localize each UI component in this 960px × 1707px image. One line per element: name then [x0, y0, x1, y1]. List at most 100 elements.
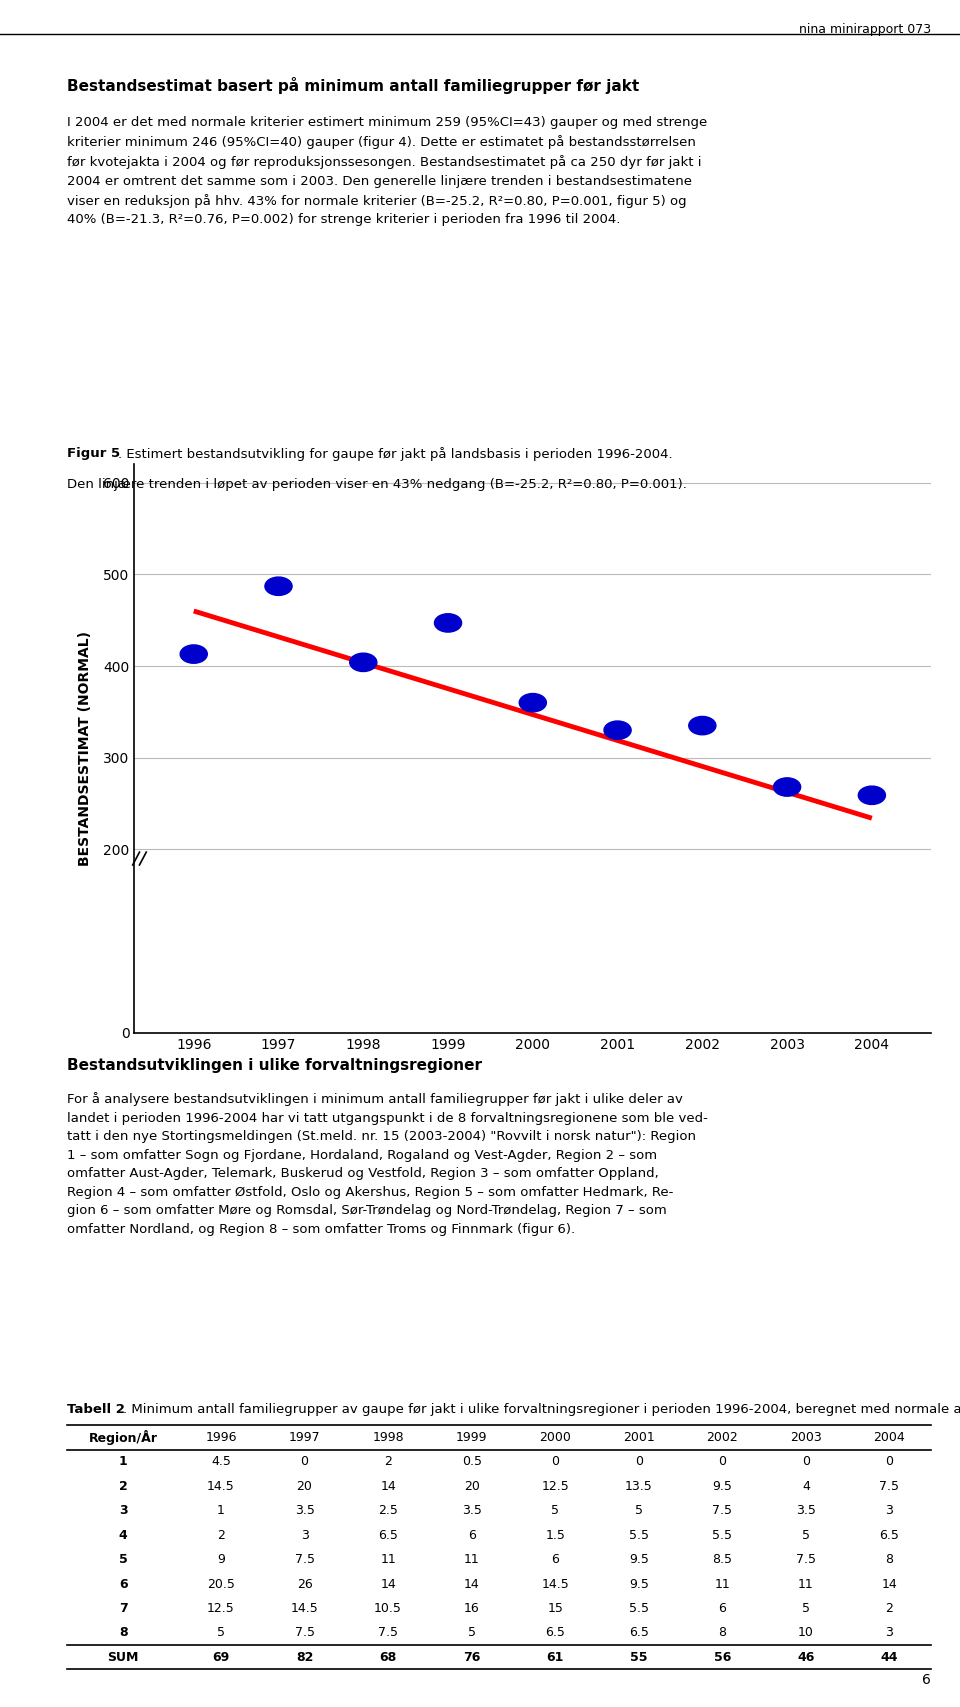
Text: nina minirapport 073: nina minirapport 073 [799, 22, 931, 36]
Text: 3.5: 3.5 [462, 1504, 482, 1518]
Text: 0: 0 [718, 1456, 727, 1468]
Text: 8: 8 [718, 1627, 727, 1639]
Text: 8.5: 8.5 [712, 1553, 732, 1565]
Text: 26: 26 [297, 1577, 312, 1591]
Text: 6.5: 6.5 [545, 1627, 565, 1639]
Text: 2.5: 2.5 [378, 1504, 398, 1518]
Text: 44: 44 [880, 1651, 899, 1664]
Text: 68: 68 [379, 1651, 396, 1664]
Text: 9.5: 9.5 [712, 1480, 732, 1494]
Text: 1997: 1997 [289, 1430, 321, 1444]
Text: 11: 11 [464, 1553, 479, 1565]
Text: 7.5: 7.5 [712, 1504, 732, 1518]
Text: 7: 7 [119, 1601, 128, 1615]
Text: 69: 69 [212, 1651, 229, 1664]
Text: I 2004 er det med normale kriterier estimert minimum 259 (95%CI=43) gauper og me: I 2004 er det med normale kriterier esti… [67, 116, 708, 225]
Text: 4: 4 [802, 1480, 810, 1494]
Text: 2004: 2004 [874, 1430, 905, 1444]
Ellipse shape [858, 787, 885, 804]
Text: 12.5: 12.5 [541, 1480, 569, 1494]
Text: 7.5: 7.5 [879, 1480, 900, 1494]
Text: 9: 9 [217, 1553, 225, 1565]
Ellipse shape [774, 778, 801, 795]
Text: . Estimert bestandsutvikling for gaupe før jakt på landsbasis i perioden 1996-20: . Estimert bestandsutvikling for gaupe f… [118, 447, 673, 461]
Text: 2001: 2001 [623, 1430, 655, 1444]
Text: 9.5: 9.5 [629, 1553, 649, 1565]
Text: 14: 14 [464, 1577, 479, 1591]
Text: 16: 16 [464, 1601, 479, 1615]
Text: 5: 5 [551, 1504, 559, 1518]
Text: For å analysere bestandsutviklingen i minimum antall familiegrupper før jakt i u: For å analysere bestandsutviklingen i mi… [67, 1092, 708, 1236]
Text: Region/År: Region/År [88, 1430, 157, 1446]
Text: 5: 5 [635, 1504, 643, 1518]
Text: Figur 5: Figur 5 [67, 447, 120, 461]
Text: 10: 10 [798, 1627, 814, 1639]
Text: 5: 5 [802, 1529, 810, 1541]
Text: 3.5: 3.5 [796, 1504, 816, 1518]
Text: 1998: 1998 [372, 1430, 404, 1444]
Text: 6.5: 6.5 [879, 1529, 900, 1541]
Text: 7.5: 7.5 [378, 1627, 398, 1639]
Text: 20.5: 20.5 [207, 1577, 235, 1591]
Text: 5: 5 [217, 1627, 225, 1639]
Text: 4.5: 4.5 [211, 1456, 231, 1468]
Text: 6: 6 [468, 1529, 475, 1541]
Text: SUM: SUM [108, 1651, 139, 1664]
Text: 0.5: 0.5 [462, 1456, 482, 1468]
Text: 46: 46 [797, 1651, 814, 1664]
Ellipse shape [180, 645, 207, 664]
Text: 20: 20 [464, 1480, 480, 1494]
Text: Tabell 2: Tabell 2 [67, 1403, 125, 1417]
Text: 5: 5 [119, 1553, 128, 1565]
Text: 9.5: 9.5 [629, 1577, 649, 1591]
Text: 0: 0 [885, 1456, 894, 1468]
Text: 7.5: 7.5 [796, 1553, 816, 1565]
Ellipse shape [435, 615, 462, 632]
Text: 12.5: 12.5 [207, 1601, 235, 1615]
Text: 7.5: 7.5 [295, 1553, 315, 1565]
Text: 6.5: 6.5 [629, 1627, 649, 1639]
Text: 14: 14 [380, 1480, 396, 1494]
Text: 3: 3 [119, 1504, 128, 1518]
Text: 1.5: 1.5 [545, 1529, 565, 1541]
Text: 8: 8 [119, 1627, 128, 1639]
Text: 1: 1 [119, 1456, 128, 1468]
Text: 14: 14 [380, 1577, 396, 1591]
Text: Bestandsutviklingen i ulike forvaltningsregioner: Bestandsutviklingen i ulike forvaltnings… [67, 1058, 482, 1074]
Text: Den linjære trenden i løpet av perioden viser en 43% nedgang (B=-25.2, R²=0.80, : Den linjære trenden i løpet av perioden … [67, 478, 687, 492]
Text: 15: 15 [547, 1601, 564, 1615]
Text: 6: 6 [119, 1577, 128, 1591]
Text: 4: 4 [119, 1529, 128, 1541]
Text: 2: 2 [885, 1601, 894, 1615]
Text: 0: 0 [802, 1456, 810, 1468]
Text: 3: 3 [885, 1627, 894, 1639]
Text: 6.5: 6.5 [378, 1529, 398, 1541]
Text: 14: 14 [881, 1577, 898, 1591]
Text: 2000: 2000 [540, 1430, 571, 1444]
Text: 5.5: 5.5 [712, 1529, 732, 1541]
Ellipse shape [519, 693, 546, 712]
Text: 14.5: 14.5 [207, 1480, 235, 1494]
Text: 1999: 1999 [456, 1430, 488, 1444]
Text: . Minimum antall familiegrupper av gaupe før jakt i ulike forvaltningsregioner i: . Minimum antall familiegrupper av gaupe… [123, 1403, 960, 1417]
Text: 55: 55 [630, 1651, 647, 1664]
Text: 2: 2 [217, 1529, 225, 1541]
Text: 11: 11 [380, 1553, 396, 1565]
Text: 6: 6 [551, 1553, 559, 1565]
Text: 7.5: 7.5 [295, 1627, 315, 1639]
Text: 56: 56 [713, 1651, 731, 1664]
Text: 8: 8 [885, 1553, 894, 1565]
Text: 6: 6 [718, 1601, 727, 1615]
Text: 5.5: 5.5 [629, 1601, 649, 1615]
Text: 82: 82 [296, 1651, 313, 1664]
Ellipse shape [265, 577, 292, 596]
Text: 2003: 2003 [790, 1430, 822, 1444]
Text: 3: 3 [300, 1529, 308, 1541]
Text: 11: 11 [798, 1577, 814, 1591]
Text: 0: 0 [551, 1456, 559, 1468]
Text: 0: 0 [300, 1456, 308, 1468]
Text: 0: 0 [635, 1456, 643, 1468]
Text: 5.5: 5.5 [629, 1529, 649, 1541]
Text: 3: 3 [885, 1504, 894, 1518]
Text: 13.5: 13.5 [625, 1480, 653, 1494]
